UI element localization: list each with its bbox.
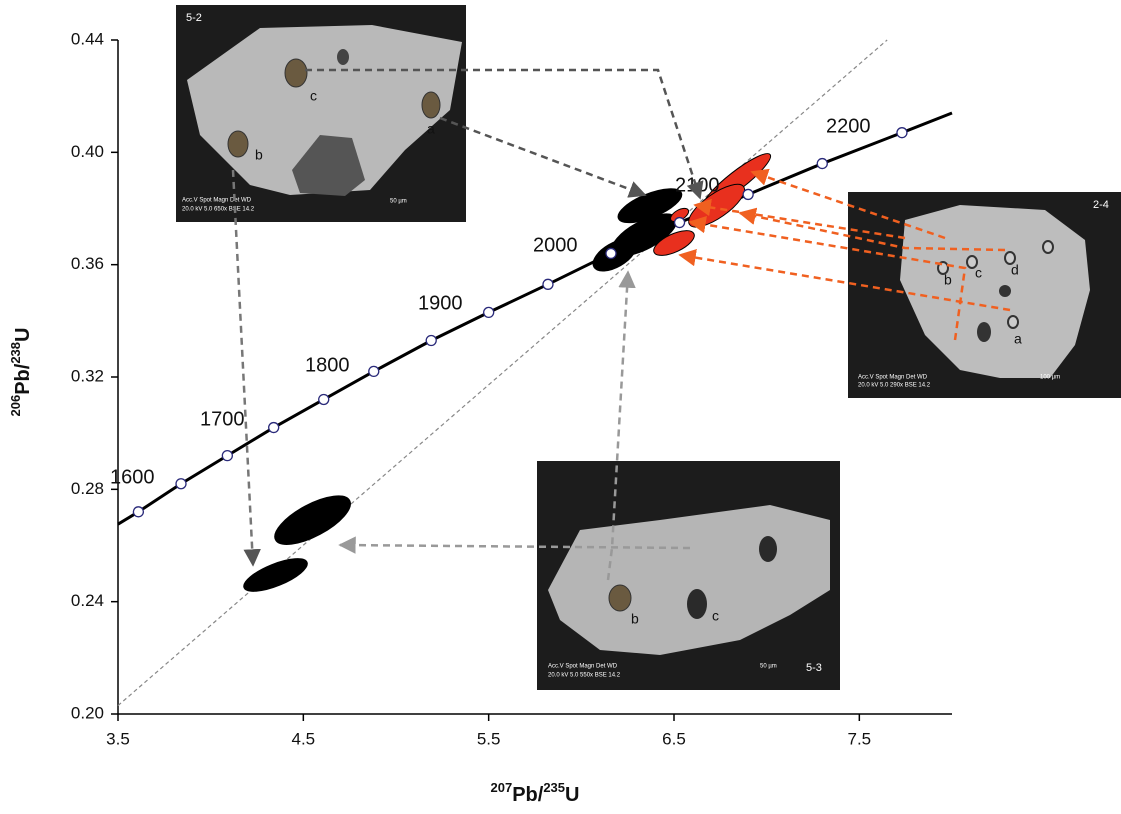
y-tick-label: 0.24 xyxy=(71,591,104,610)
inset-info: 20.0 kV 5.0 290x BSE 14.2 xyxy=(858,383,931,389)
age-marker xyxy=(816,157,828,170)
spot-label: a xyxy=(1014,331,1022,347)
age-marker xyxy=(268,421,280,434)
inset-info: 20.0 kV 5.0 650x BSE 14.2 xyxy=(182,207,255,213)
spot-label: b xyxy=(255,147,263,163)
spot-label: d xyxy=(1011,262,1019,278)
inset-info: 100 µm xyxy=(1040,375,1060,381)
age-marker xyxy=(742,188,754,201)
arrow xyxy=(750,168,946,240)
age-marker xyxy=(425,334,437,347)
x-tick-label: 7.5 xyxy=(848,729,872,748)
x-axis-title: 207Pb/235U xyxy=(491,780,580,806)
arrow xyxy=(338,536,691,554)
age-marker xyxy=(542,278,554,290)
arrow xyxy=(439,116,647,198)
spot xyxy=(608,584,632,612)
error-ellipse xyxy=(653,230,695,256)
spot-label: b xyxy=(944,272,952,288)
grain xyxy=(187,25,462,195)
inset-info: 50 µm xyxy=(390,199,407,205)
x-title-text: Pb/ xyxy=(512,784,544,806)
inset-image: 2-4 b c d a Acc.V Spot Magn Det WD 20.0 … xyxy=(848,192,1121,398)
inset-label: 5-3 xyxy=(806,662,822,674)
spot xyxy=(284,58,308,88)
x-title-sup: 207 xyxy=(491,780,513,795)
spot xyxy=(966,255,978,269)
concordia-curve xyxy=(117,111,953,526)
age-marker xyxy=(605,247,617,260)
arrows xyxy=(231,68,1011,581)
spot xyxy=(999,285,1011,297)
age-marker xyxy=(673,216,686,229)
age-label: 2000 xyxy=(533,234,578,256)
spot xyxy=(1004,251,1016,265)
spot-label: c xyxy=(712,608,719,624)
inset-image: 5-2 c a b Acc.V Spot Magn Det WD 20.0 kV… xyxy=(176,5,466,222)
spot xyxy=(227,130,249,158)
spot xyxy=(421,91,441,119)
arrow xyxy=(678,248,1011,312)
y-title-sup: 206 xyxy=(8,395,23,417)
arrow xyxy=(688,215,967,341)
inset-info: 20.0 kV 5.0 550x BSE 14.2 xyxy=(548,673,621,679)
error-ellipse xyxy=(274,495,351,545)
y-tick-label: 0.20 xyxy=(71,703,104,722)
y-title-sup: 238 xyxy=(8,342,23,364)
x-tick-label: 6.5 xyxy=(662,729,686,748)
spot xyxy=(1007,315,1019,329)
inset-info: 50 µm xyxy=(760,664,777,670)
x-tick-label: 4.5 xyxy=(292,729,316,748)
arrow xyxy=(738,207,1006,252)
spot xyxy=(337,49,349,65)
y-tick-label: 0.44 xyxy=(71,29,104,48)
spot xyxy=(759,536,777,562)
y-tick-label: 0.40 xyxy=(71,142,104,161)
spot xyxy=(977,322,991,342)
y-title-text: U xyxy=(12,328,34,342)
discordia-line xyxy=(117,39,888,707)
inset-image: b c 5-3 Acc.V Spot Magn Det WD 20.0 kV 5… xyxy=(537,461,840,690)
arrow xyxy=(231,169,261,567)
age-label: 1600 xyxy=(110,466,155,488)
y-tick-label: 0.28 xyxy=(71,479,104,498)
x-tick-label: 3.5 xyxy=(106,729,130,748)
x-tick-label: 5.5 xyxy=(477,729,501,748)
age-marker xyxy=(318,393,330,406)
age-label: 1700 xyxy=(200,408,245,430)
age-marker xyxy=(483,306,495,319)
inset-info: Acc.V Spot Magn Det WD xyxy=(182,198,252,204)
grain xyxy=(548,505,830,655)
spot-label: c xyxy=(975,265,982,281)
spot-label: a xyxy=(427,121,435,137)
age-label: 1800 xyxy=(305,354,350,376)
age-marker xyxy=(175,478,187,490)
age-label: 2200 xyxy=(826,115,871,137)
age-marker xyxy=(132,506,145,518)
arrow xyxy=(606,270,636,581)
inclusion xyxy=(292,135,365,196)
spot xyxy=(687,589,707,619)
y-tick-label: 0.36 xyxy=(71,254,104,273)
arrow xyxy=(305,68,704,200)
age-marker xyxy=(368,365,380,378)
inset-info: Acc.V Spot Magn Det WD xyxy=(858,375,928,381)
spot xyxy=(1042,240,1054,254)
y-tick-label: 0.32 xyxy=(71,366,104,385)
age-marker xyxy=(221,449,233,462)
y-title-text: Pb/ xyxy=(12,363,34,395)
age-label: 1900 xyxy=(418,292,463,314)
y-axis-title: 206Pb/238U xyxy=(8,328,34,417)
x-title-sup: 235 xyxy=(543,780,565,795)
spot-label: b xyxy=(631,611,639,627)
age-marker xyxy=(896,127,908,139)
error-ellipse xyxy=(243,558,308,592)
inset-info: Acc.V Spot Magn Det WD xyxy=(548,664,618,670)
spot-label: c xyxy=(310,88,317,104)
inset-label: 5-2 xyxy=(186,12,202,24)
x-title-text: U xyxy=(565,784,579,806)
inset-label: 2-4 xyxy=(1093,199,1109,211)
